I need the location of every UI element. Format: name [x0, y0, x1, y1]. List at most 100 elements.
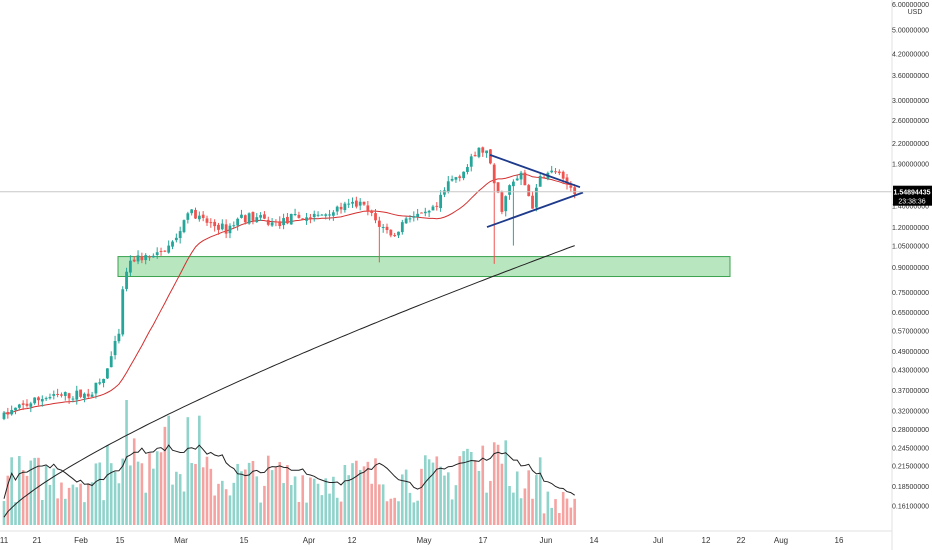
volume-bar	[481, 445, 485, 525]
candle-body	[90, 394, 94, 397]
volume-bar	[2, 501, 6, 525]
volume-bar	[213, 495, 216, 525]
time-tick-label: May	[416, 536, 431, 545]
volume-bar	[561, 491, 565, 525]
candle-body	[197, 215, 201, 220]
time-tick-label: 22	[737, 536, 746, 545]
volume-bar	[420, 468, 423, 525]
volume-bar	[41, 500, 44, 525]
candle-body	[377, 220, 381, 227]
last-price-badge: 1.54894435 23:38:36	[893, 185, 932, 206]
volume-bar	[508, 486, 511, 525]
candle-body	[431, 206, 435, 211]
price-tick-label: 0.49000000	[892, 349, 929, 356]
volume-bar	[83, 502, 86, 525]
candle-body	[469, 156, 473, 167]
volume-bar	[446, 472, 450, 525]
price-tick-label: 0.57000000	[892, 328, 929, 335]
volume-bar	[79, 483, 82, 525]
volume-bar	[155, 451, 159, 525]
candle-body	[354, 200, 358, 207]
volume-bar	[309, 477, 312, 525]
candle-body	[247, 213, 251, 224]
candle-body	[71, 398, 75, 400]
volume-bar	[190, 463, 193, 525]
volume-bar	[397, 501, 400, 525]
candle-body	[481, 147, 485, 153]
candle-body	[159, 250, 163, 252]
volume-bar	[270, 470, 274, 525]
candle-body	[408, 218, 412, 220]
candle-body	[473, 155, 477, 157]
candle-body	[128, 260, 132, 273]
candle-body	[37, 397, 40, 401]
volume-bar	[232, 482, 236, 525]
candle-body	[412, 216, 416, 218]
volume-bar	[113, 471, 117, 525]
price-tick-label: 0.18500000	[892, 484, 929, 491]
volume-bar	[519, 498, 523, 525]
candle-body	[374, 213, 377, 221]
candle-body	[301, 218, 305, 220]
time-tick-label: Jul	[653, 536, 663, 545]
volume-bar	[259, 502, 262, 525]
candle-body	[297, 214, 301, 218]
volume-bar	[125, 400, 128, 525]
time-axis[interactable]: 11 21 Feb 15 Mar 15 Apr 12 May 17 Jun 14 Jul 12 22 Aug 1…	[0, 530, 892, 545]
candle-body	[439, 194, 443, 209]
candle-body	[489, 149, 492, 164]
candle-body	[324, 214, 328, 216]
volume-bar	[339, 501, 343, 525]
volume-bar	[454, 485, 458, 525]
volume-bar	[106, 445, 109, 525]
candle-body	[270, 222, 274, 226]
volume-bar	[305, 502, 308, 525]
candle-body	[331, 212, 335, 216]
volume-bar	[374, 458, 377, 525]
candle-body	[174, 237, 178, 241]
volume-bar	[171, 484, 174, 525]
price-axis[interactable]: 6.00000000 5.00000000 4.20000000 3.60000000…	[891, 0, 929, 550]
volume-bar	[558, 513, 561, 525]
candle-body	[148, 256, 151, 258]
candle-body	[492, 164, 496, 184]
candle-body	[125, 271, 128, 289]
volume-bar	[10, 457, 13, 525]
price-tick-label: 2.20000000	[892, 141, 929, 148]
upper-trendline	[489, 154, 581, 189]
volume-bar	[531, 498, 534, 525]
volume-bar	[351, 463, 354, 525]
volume-bar	[535, 475, 538, 525]
candle-body	[385, 226, 389, 231]
price-tick-label: 1.20000000	[892, 225, 929, 232]
time-tick-label: 21	[33, 536, 42, 545]
time-tick-label: 12	[702, 536, 711, 545]
candle-body	[56, 393, 60, 395]
volume-bar	[247, 462, 251, 525]
candle-body	[416, 213, 420, 218]
volume-bar	[477, 470, 481, 525]
volume-bar	[136, 461, 140, 525]
candle-body	[106, 368, 109, 379]
lower-trendline	[486, 191, 584, 228]
candle-body	[458, 176, 462, 178]
volume-bar	[240, 471, 243, 525]
support-zone	[117, 256, 731, 278]
candle-body	[40, 399, 44, 402]
candle-body	[381, 226, 385, 228]
price-tick-label: 0.65000000	[892, 310, 929, 317]
candle-body	[561, 171, 565, 179]
moving-average-slow	[3, 245, 575, 518]
candle-body	[420, 212, 423, 214]
candle-body	[504, 196, 508, 212]
volume-bar	[90, 482, 94, 525]
candle-body	[550, 170, 554, 173]
volume-bar	[52, 468, 56, 525]
volume-bar	[182, 491, 186, 525]
candle-body	[151, 255, 155, 258]
volume-bar	[205, 456, 209, 525]
candle-body	[435, 205, 439, 207]
currency-label[interactable]: USD	[908, 9, 923, 16]
candle-body	[259, 215, 263, 218]
volume-bar	[117, 483, 121, 525]
